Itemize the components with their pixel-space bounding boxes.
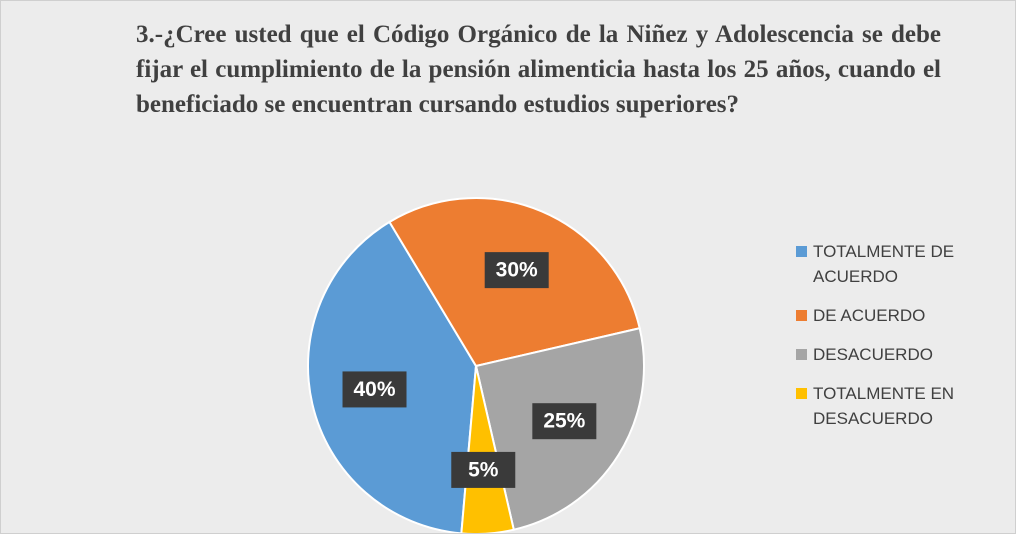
chart-title: 3.-¿Cree usted que el Código Orgánico de… [136, 21, 941, 118]
legend-item: TOTALMENTE DE ACUERDO [796, 239, 996, 289]
data-label: 30% [496, 259, 538, 282]
data-label-box [342, 371, 407, 408]
legend-label: TOTALMENTE EN DESACUERDO [813, 384, 955, 428]
legend-label: TOTALMENTE DE ACUERDO [813, 242, 955, 286]
legend-swatch [796, 349, 807, 360]
legend-item: DE ACUERDO [796, 303, 996, 328]
data-label: 5% [468, 458, 499, 481]
data-label-box [484, 252, 549, 289]
data-label-box [451, 451, 516, 488]
pie-slice [460, 365, 515, 533]
legend-item: DESACUERDO [796, 342, 996, 367]
legend-swatch [796, 310, 807, 321]
data-label: 25% [543, 410, 585, 433]
legend-swatch [796, 246, 807, 257]
data-label-box [532, 403, 597, 440]
legend-label: DE ACUERDO [813, 306, 926, 325]
legend: TOTALMENTE DE ACUERDO DE ACUERDO DESACUERD… [796, 239, 996, 431]
legend-label: DESACUERDO [813, 345, 933, 364]
data-label: 40% [353, 378, 395, 401]
legend-swatch [796, 388, 807, 399]
legend-item: TOTALMENTE EN DESACUERDO [796, 381, 996, 431]
